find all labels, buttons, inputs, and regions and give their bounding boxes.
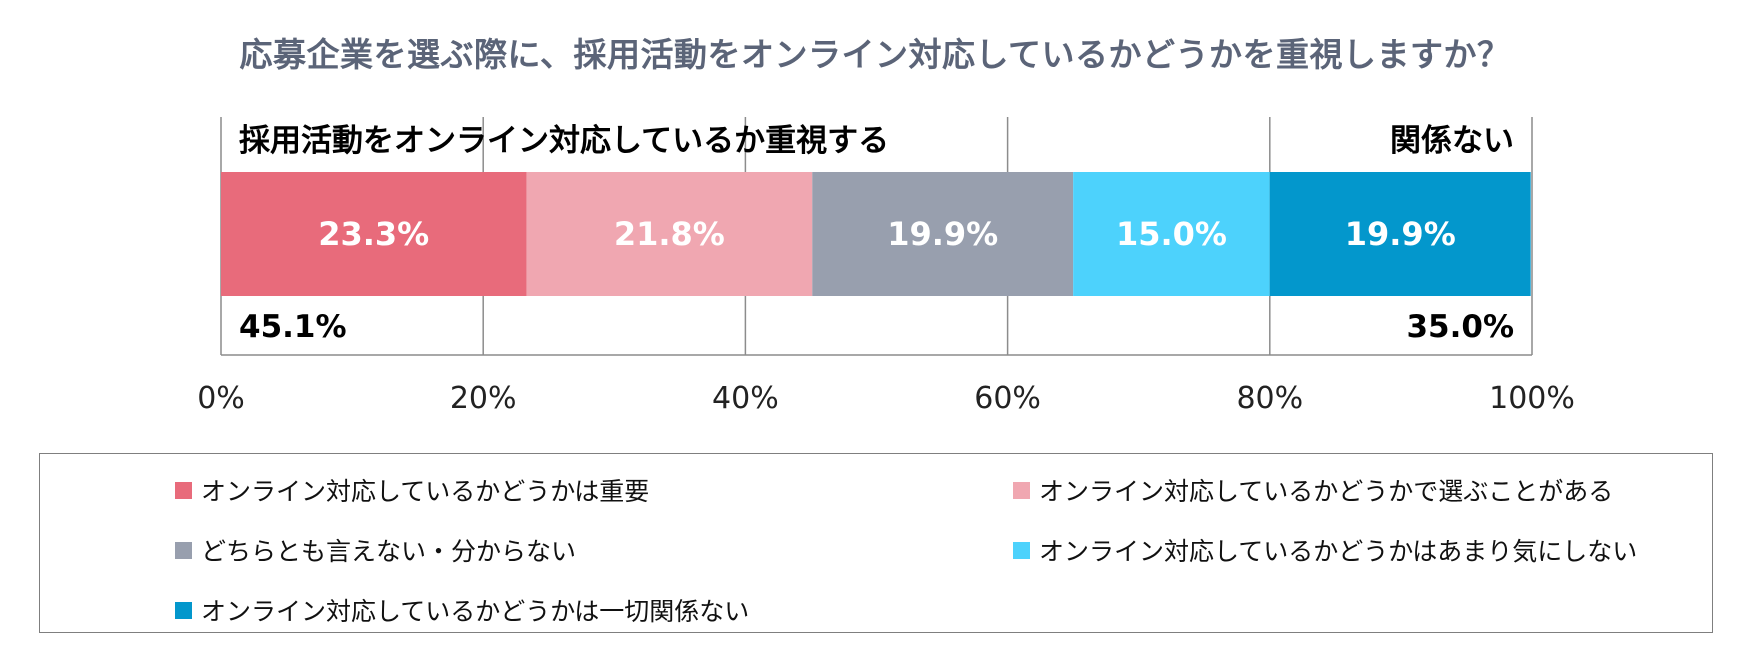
legend: オンライン対応しているかどうかは重要 オンライン対応しているかどうかで選ぶことがあ… — [39, 453, 1713, 633]
bar-segment — [812, 172, 1074, 296]
legend-item: オンライン対応しているかどうかは一切関係ない — [175, 592, 749, 628]
chart-title: 応募企業を選ぶ際に、採用活動をオンライン対応しているかどうかを重視しますか？ — [239, 35, 1511, 74]
group-total-label: 35.0% — [1406, 309, 1514, 345]
legend-label: どちらとも言えない・分からない — [201, 537, 577, 566]
group-label: 関係ない — [1390, 123, 1514, 159]
x-tick-label: 60% — [974, 381, 1041, 416]
x-tick-label: 0% — [197, 381, 245, 416]
group-total-label: 45.1% — [239, 309, 347, 345]
legend-item: どちらとも言えない・分からない — [175, 532, 576, 568]
x-tick-label: 20% — [450, 381, 517, 416]
legend-label: オンライン対応しているかどうかで選ぶことがある — [1039, 477, 1614, 506]
bar-segment — [526, 172, 813, 296]
legend-label: オンライン対応しているかどうかは重要 — [201, 477, 650, 506]
legend-swatch — [175, 481, 192, 499]
legend-swatch — [175, 601, 192, 619]
legend-swatch — [1013, 481, 1030, 499]
data-label: 23.3% — [318, 215, 429, 253]
x-tick-label: 80% — [1236, 381, 1303, 416]
x-tick-label: 100% — [1489, 381, 1575, 416]
bar-segment — [1073, 172, 1270, 296]
legend-item: オンライン対応しているかどうかは重要 — [175, 472, 649, 508]
data-label: 15.0% — [1116, 215, 1227, 253]
data-label: 19.9% — [1345, 215, 1456, 253]
legend-item: オンライン対応しているかどうかはあまり気にしない — [1013, 532, 1637, 568]
bar-segment — [1269, 172, 1531, 296]
legend-swatch — [1013, 541, 1030, 559]
x-tick-label: 40% — [712, 381, 779, 416]
chart-plot: 23.3% 21.8% 19.9% 15.0% 19.9% 採用活動をオンライン対応してい… — [197, 117, 1575, 416]
legend-swatch — [175, 541, 192, 559]
data-label: 21.8% — [614, 215, 725, 253]
group-label: 採用活動をオンライン対応しているか重視する — [239, 123, 889, 159]
legend-item: オンライン対応しているかどうかで選ぶことがある — [1013, 472, 1613, 508]
bar-segment — [221, 172, 527, 296]
legend-label: オンライン対応しているかどうかはあまり気にしない — [1039, 537, 1638, 566]
legend-label: オンライン対応しているかどうかは一切関係ない — [201, 597, 750, 626]
data-label: 19.9% — [887, 215, 998, 253]
